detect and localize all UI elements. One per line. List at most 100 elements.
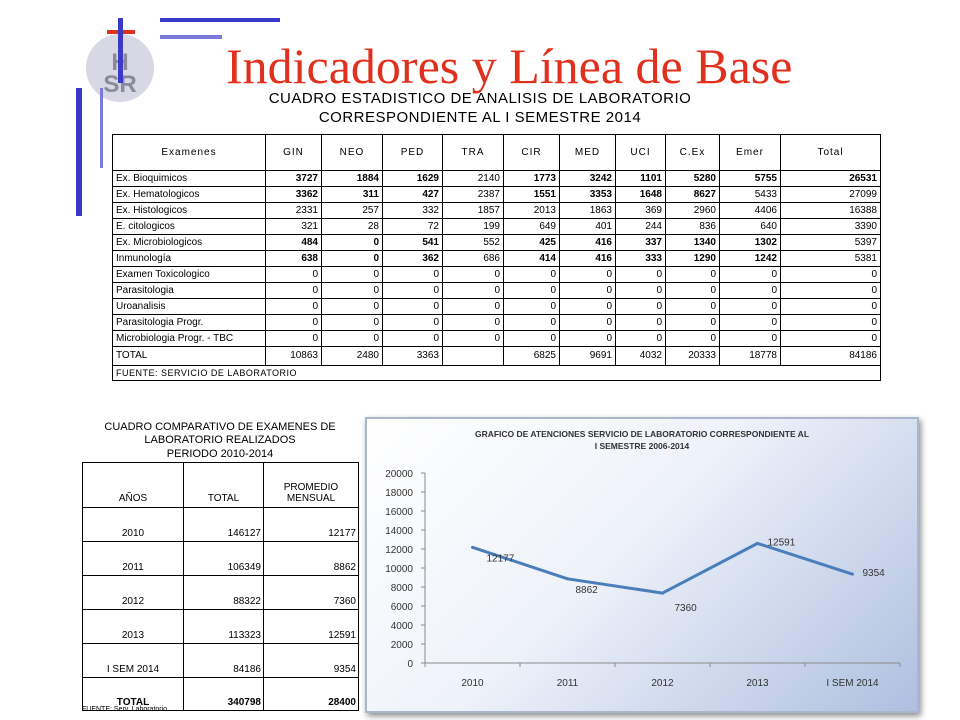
column-header: TOTAL [183, 462, 264, 508]
table-cell: 640 [719, 218, 781, 235]
column-header: TRA [442, 134, 504, 171]
table-cell: 8627 [665, 186, 720, 203]
slide-title: Indicadores y Línea de Base [226, 38, 793, 94]
table-cell: 1648 [615, 186, 666, 203]
row-label: Ex. Hematologicos [112, 186, 266, 203]
table-subtitle-period: CORRESPONDIENTE AL I SEMESTRE 2014 [318, 109, 642, 126]
row-label: Ex. Microbiologicos [112, 234, 266, 251]
table-cell: 0 [321, 298, 383, 315]
decorative-bar [160, 35, 222, 39]
table-cell: 0 [382, 282, 443, 299]
column-header: CIR [503, 134, 560, 171]
table-cell: 0 [442, 266, 504, 283]
table-cell: 311 [321, 186, 383, 203]
table-cell: 0 [665, 298, 720, 315]
table-cell: 1863 [559, 202, 616, 219]
y-tick-label: 20000 [385, 469, 413, 480]
table-row: Uroanalisis 0 0 0 0 0 0 0 0 0 0 [112, 298, 881, 315]
table-cell: 5381 [780, 250, 881, 267]
decorative-bar [160, 18, 280, 22]
table-header-row: Examenes GIN NEO PED TRA CIR MED UCI C.Ex Emer Tot… [112, 134, 881, 171]
table-cell: 1629 [382, 170, 443, 187]
data-point [566, 577, 569, 581]
average-cell: 12177 [263, 507, 359, 542]
row-label: Parasitologia Progr. [112, 314, 266, 331]
table-cell: 484 [265, 234, 322, 251]
table-cell: 0 [265, 266, 322, 283]
table-cell: 0 [615, 282, 666, 299]
table-cell: 0 [442, 298, 504, 315]
average-cell: 7360 [263, 575, 359, 610]
row-label: Microbiologia Progr. - TBC [112, 330, 266, 347]
average-cell: 12591 [263, 609, 359, 644]
y-tick-label: 0 [407, 659, 413, 670]
data-label: 12591 [768, 537, 796, 548]
row-label: Examen Toxicologico [112, 266, 266, 283]
column-header-line: PROMEDIO [283, 482, 339, 493]
comparison-source: FUENTE: Serv. Laboratorio [82, 706, 168, 713]
table-cell: 1773 [503, 170, 560, 187]
table-cell: 0 [559, 266, 616, 283]
table-row: Ex. Bioquimicos 3727 1884 1629 2140 1773 3242 1… [112, 170, 881, 187]
table-cell: 332 [382, 202, 443, 219]
table-cell: 0 [503, 266, 560, 283]
table-cell: 72 [382, 218, 443, 235]
comparison-row: I SEM 2014 84186 9354 [82, 643, 359, 678]
comparison-caption: LABORATORIO REALIZADOS [144, 434, 296, 446]
table-cell: 2387 [442, 186, 504, 203]
line-chart: GRAFICO DE ATENCIONES SERVICIO DE LABORA… [385, 429, 901, 689]
decorative-bar [100, 88, 103, 168]
table-cell: 1857 [442, 202, 504, 219]
table-cell: 0 [615, 330, 666, 347]
table-cell: 0 [615, 266, 666, 283]
comparison-caption: CUADRO COMPARATIVO DE EXAMENES DE [104, 421, 336, 433]
decorative-bar [76, 88, 82, 216]
column-header: PROMEDIO MENSUAL [263, 462, 359, 508]
table-cell: 0 [382, 314, 443, 331]
comparison-row: 2012 88322 7360 [82, 575, 359, 610]
table-cell: 9691 [559, 346, 616, 366]
table-cell: 321 [265, 218, 322, 235]
comparison-row: 2011 106349 8862 [82, 541, 359, 576]
table-cell: 5755 [719, 170, 781, 187]
table-cell: 18778 [719, 346, 781, 366]
table-cell: 401 [559, 218, 616, 235]
table-cell: 0 [382, 298, 443, 315]
table-cell: 0 [503, 282, 560, 299]
column-header: NEO [321, 134, 383, 171]
table-cell: 0 [719, 282, 781, 299]
table-cell: 333 [615, 250, 666, 267]
table-cell: 2140 [442, 170, 504, 187]
average-cell: 9354 [263, 643, 359, 678]
table-cell: 0 [321, 282, 383, 299]
row-label: Inmunología [112, 250, 266, 267]
table-cell: 0 [321, 314, 383, 331]
y-tick-label: 8000 [391, 583, 414, 594]
table-cell: 0 [665, 266, 720, 283]
data-label: 9354 [863, 568, 886, 579]
total-cell: 84186 [183, 643, 264, 678]
table-cell: 0 [719, 314, 781, 331]
table-cell: 0 [265, 282, 322, 299]
table-cell: 0 [265, 314, 322, 331]
table-cell: 686 [442, 250, 504, 267]
table-cell: 0 [780, 314, 881, 331]
table-row: Examen Toxicologico 0 0 0 0 0 0 0 0 0 0 [112, 266, 881, 283]
table-cell: 3362 [265, 186, 322, 203]
table-cell: 0 [615, 298, 666, 315]
table-cell: 3242 [559, 170, 616, 187]
table-cell: 0 [780, 298, 881, 315]
table-cell: 20333 [665, 346, 720, 366]
year-cell: 2012 [82, 575, 184, 610]
y-tick-label: 18000 [385, 488, 413, 499]
table-cell: 0 [780, 266, 881, 283]
table-cell: 414 [503, 250, 560, 267]
table-cell: 244 [615, 218, 666, 235]
table-row: E. citologicos 321 28 72 199 649 401 244 836 640 3… [112, 218, 881, 235]
table-cell: 416 [559, 234, 616, 251]
table-cell: 1101 [615, 170, 666, 187]
year-cell: 2013 [82, 609, 184, 644]
table-cell: 1340 [665, 234, 720, 251]
table-cell: 4406 [719, 202, 781, 219]
table-cell: 3353 [559, 186, 616, 203]
